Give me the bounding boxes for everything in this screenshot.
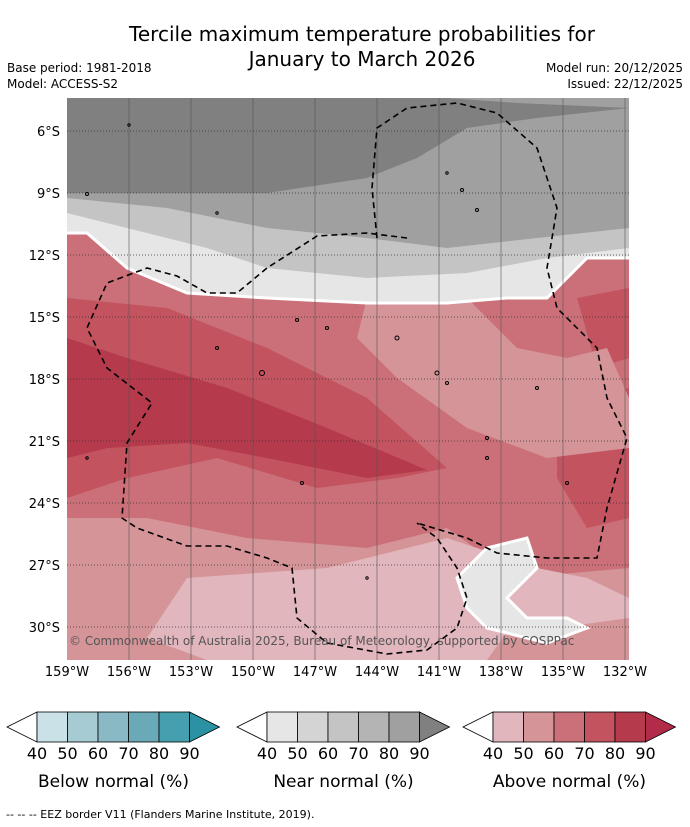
legend-title-above: Above normal (%) (492, 772, 647, 792)
above-80-band (67, 338, 427, 478)
lat-label: 6°S (36, 125, 60, 140)
copyright-text: © Commonwealth of Australia 2025, Bureau… (69, 634, 575, 648)
lon-label: 144°W (354, 665, 400, 680)
colorbar-extend-low (462, 711, 494, 743)
colorbar-tick-label: 50 (57, 744, 78, 763)
model-run-text: Model run: 20/12/2025 (545, 61, 683, 75)
colorbar-tick-label: 70 (348, 744, 369, 763)
colorbar-tick-label: 90 (635, 744, 656, 763)
colorbar-cell (128, 711, 160, 743)
lon-label: 147°W (292, 665, 338, 680)
lon-label: 138°W (478, 665, 524, 680)
legend-above-normal: 40 50 60 70 80 90 (462, 710, 678, 764)
colorbar-ticks: 40 50 60 70 80 90 (6, 744, 222, 764)
lat-label: 15°S (28, 311, 60, 326)
colorbar-cell (553, 711, 585, 743)
lon-label: 150°W (230, 665, 276, 680)
colorbar-cell (67, 711, 99, 743)
colorbar-ticks: 40 50 60 70 80 90 (236, 744, 452, 764)
near-80-top (67, 98, 629, 108)
meta-right: Model run: 20/12/2025 Issued: 22/12/2025 (546, 60, 683, 92)
title-line-1: Tercile maximum temperature probabilitie… (129, 22, 595, 46)
lon-label: 156°W (106, 665, 152, 680)
colorbar-cell (97, 711, 129, 743)
lat-label: 24°S (28, 497, 60, 512)
colorbar-extend-high (645, 711, 677, 743)
eez-border-west (86, 232, 468, 655)
lon-label: 135°W (540, 665, 586, 680)
colorbar-cell (614, 711, 646, 743)
lon-label: 132°W (602, 665, 648, 680)
lon-label: 153°W (168, 665, 214, 680)
map-title: Tercile maximum temperature probabilitie… (0, 22, 690, 72)
colorbar-tick-label: 90 (179, 744, 200, 763)
colorbar-ticks: 40 50 60 70 80 90 (462, 744, 678, 764)
lat-label: 18°S (28, 373, 60, 388)
legend-title-below: Below normal (%) (38, 772, 189, 792)
meta-left: Base period: 1981-2018 Model: ACCESS-S2 (7, 60, 152, 92)
issued-text: Issued: 22/12/2025 (567, 77, 683, 91)
colorbar-tick-label: 60 (87, 744, 109, 763)
lon-label: 141°W (416, 665, 462, 680)
map-canvas (67, 98, 629, 660)
colorbar-tick-label: 40 (482, 744, 504, 763)
legend-near-normal: 40 50 60 70 80 90 (236, 710, 452, 764)
title-line-2: January to March 2026 (248, 47, 476, 71)
base-period-text: Base period: 1981-2018 (7, 61, 152, 75)
colorbar-tick-label: 90 (409, 744, 430, 763)
colorbar-cell (266, 711, 298, 743)
colorbar-below (6, 711, 221, 743)
legend-below-normal: 40 50 60 70 80 90 (6, 710, 222, 764)
lat-label: 27°S (28, 559, 60, 574)
lat-label: 30°S (28, 621, 60, 636)
colorbar-tick-label: 60 (317, 744, 339, 763)
colorbar-tick-label: 80 (148, 744, 170, 763)
colorbar-extend-low (6, 711, 38, 743)
tercile-boundary (67, 231, 629, 305)
eez-footnote: -- -- -- EEZ border V11 (Flanders Marine… (6, 808, 315, 821)
lat-label: 12°S (28, 249, 60, 264)
above-50-central (357, 298, 629, 458)
lat-label: 9°S (36, 187, 60, 202)
colorbar-cell (523, 711, 555, 743)
above-40-south (147, 538, 517, 660)
colorbar-tick-label: 60 (543, 744, 565, 763)
colorbar-tick-label: 50 (287, 744, 308, 763)
colorbar-cell (492, 711, 524, 743)
colorbar-cell (36, 711, 68, 743)
legend-title-near: Near normal (%) (273, 772, 414, 792)
latitude-lines (67, 130, 629, 628)
lat-label: 21°S (28, 435, 60, 450)
colorbar-near (236, 711, 451, 743)
colorbar-tick-label: 50 (513, 744, 534, 763)
eez-border-east (371, 102, 628, 559)
colorbar-cell (358, 711, 390, 743)
colorbar-tick-label: 80 (378, 744, 400, 763)
colorbar-cell (388, 711, 420, 743)
lon-label: 159°W (44, 665, 90, 680)
colorbar-cell (584, 711, 616, 743)
colorbar-extend-low (236, 711, 268, 743)
colorbar-tick-label: 80 (604, 744, 626, 763)
probability-map (67, 98, 629, 660)
colorbar-above (462, 711, 677, 743)
above-70-east-north (577, 288, 629, 368)
colorbar-extend-high (189, 711, 221, 743)
colorbar-tick-label: 40 (256, 744, 278, 763)
colorbar-tick-label: 40 (26, 744, 48, 763)
colorbar-cell (297, 711, 329, 743)
islands (85, 123, 569, 580)
colorbar-extend-high (419, 711, 451, 743)
colorbar-cell (158, 711, 190, 743)
colorbar-tick-label: 70 (118, 744, 139, 763)
colorbar-cell (327, 711, 359, 743)
model-text: Model: ACCESS-S2 (7, 77, 119, 91)
colorbar-tick-label: 70 (574, 744, 595, 763)
near-90-zone (67, 98, 629, 193)
